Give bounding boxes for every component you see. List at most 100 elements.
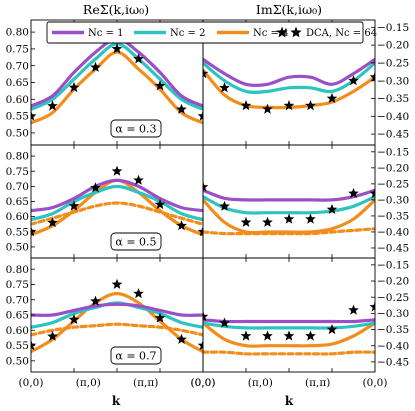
line-nc4-p3-im (203, 321, 375, 348)
y-tick-label-re: 0.80 (6, 151, 29, 163)
line-nc2-p1-im (203, 61, 375, 94)
dca-star-p1-im-1 (219, 82, 230, 93)
dca-star-p3-re-4 (111, 278, 123, 289)
line-nc4-dashed-p2-re (31, 201, 203, 226)
x-tick-label: (π,π) (305, 377, 330, 389)
dca-star-p2-im-5 (305, 213, 316, 224)
dca-star-p2-im-8 (369, 187, 375, 198)
line-nc1-p1-im (203, 57, 375, 88)
panel-2-im: −0.15 −0.20 −0.25 −0.30 −0.35 −0.40 −0.45 (202, 144, 409, 259)
y-tick-label-re: 0.65 (6, 77, 29, 89)
dca-star-p3-im-0 (203, 311, 209, 322)
alpha-box (110, 232, 162, 251)
x-tick-label: (0,0) (191, 377, 216, 389)
dca-star-p3-im-2 (240, 330, 252, 341)
dca-star-p3-re-0 (31, 340, 37, 351)
dca-star-p3-im-3 (262, 330, 273, 341)
y-tick-label-im: −0.25 (377, 178, 409, 190)
y-tick-label-re: 0.80 (6, 27, 29, 39)
dca-star-p1-im-8 (369, 71, 375, 82)
dca-star-p3-re-7 (176, 333, 187, 344)
xlabel-right: k (285, 394, 294, 408)
y-tick-label-im: −0.15 (377, 146, 409, 158)
dca-star-p2-im-4 (283, 213, 295, 224)
line-nc1-p2-im (203, 188, 375, 202)
y-tick-label-re: 0.70 (6, 181, 29, 193)
dca-star-p2-im-1 (219, 200, 230, 211)
y-tick-label-im: −0.35 (377, 93, 409, 105)
dca-star-p1-re-2 (68, 81, 80, 93)
y-tick-label-re: 0.50 (6, 355, 29, 367)
y-tick-label-im: −0.25 (377, 292, 409, 304)
dca-star-p1-im-4 (283, 100, 295, 111)
dca-star-p3-im-8 (369, 301, 375, 312)
line-nc4-dashed-p3-re (31, 322, 203, 337)
y-tick-label-im: −0.40 (377, 227, 409, 239)
x-tick-label: (0,0) (191, 377, 216, 389)
y-tick-label-im: −0.45 (377, 243, 409, 255)
legend-box (46, 21, 364, 44)
y-tick-label-im: −0.20 (377, 162, 409, 174)
y-tick-label-re: 0.75 (6, 279, 29, 291)
line-nc1-p2-re (31, 178, 203, 213)
alpha-box (110, 346, 162, 365)
dca-star-p3-re-5 (133, 288, 144, 299)
panel-3-im: −0.15 −0.20 −0.25 −0.30 −0.35 −0.40 −0.45 (202, 257, 409, 373)
alpha-box (110, 119, 162, 138)
dca-star-p2-im-6 (326, 203, 338, 214)
y-tick-label-im: −0.15 (377, 22, 409, 34)
x-tick-label: (π,π) (133, 377, 158, 389)
y-tick-label-re: 0.55 (6, 226, 29, 238)
dca-star-p2-re-3 (90, 182, 101, 193)
dca-star-p3-im-4 (283, 330, 295, 341)
dca-star-p3-re-6 (154, 312, 166, 323)
y-tick-label-re: 0.55 (6, 111, 29, 123)
y-tick-label-re: 0.55 (6, 340, 29, 352)
y-tick-label-re: 0.75 (6, 43, 29, 55)
legend-star-2 (290, 26, 302, 38)
y-tick-label-im: −0.20 (377, 40, 409, 52)
dca-star-p1-im-2 (240, 100, 252, 111)
dca-star-p1-im-7 (348, 75, 359, 86)
y-tick-label-re: 0.80 (6, 264, 29, 276)
dca-star-p1-re-8 (197, 110, 203, 121)
legend-label-2: Nc = 2 (170, 28, 205, 39)
y-tick-label-im: −0.35 (377, 324, 409, 336)
y-tick-label-im: −0.25 (377, 58, 409, 70)
y-tick-label-re: 0.50 (6, 242, 29, 254)
dca-star-p3-re-3 (90, 295, 101, 306)
dca-star-p3-im-5 (305, 330, 316, 341)
panels: 0.80 0.75 0.70 0.65 0.60 0.55 0.50 α = 0.3 −0.15… (6, 19, 409, 373)
dca-star-p1-re-7 (176, 103, 187, 114)
y-tick-label-re: 0.60 (6, 211, 29, 223)
dca-star-p1-re-0 (31, 110, 37, 121)
y-tick-label-im: −0.45 (377, 129, 409, 141)
alpha-label: α = 0.3 (115, 123, 156, 136)
line-nc4-p1-re (31, 50, 203, 125)
y-tick-label-re: 0.60 (6, 94, 29, 106)
dca-star-p2-im-3 (262, 216, 273, 227)
dca-star-p1-im-3 (262, 103, 273, 114)
dca-star-p2-im-2 (240, 216, 252, 227)
y-tick-label-im: −0.40 (377, 111, 409, 123)
line-nc4-dashed-p3-im (203, 350, 375, 356)
x-tick-label: (0,0) (363, 377, 388, 389)
dca-star-p3-im-7 (348, 304, 359, 315)
dca-star-p1-re-1 (47, 100, 58, 111)
y-tick-label-re: 0.70 (6, 294, 29, 306)
panel-1-im: −0.15 −0.20 −0.25 −0.30 −0.35 −0.40 −0.45 (202, 19, 409, 146)
dca-star-p2-re-8 (197, 226, 203, 237)
legend-label-4: DCA, Nc = 64 (306, 28, 377, 39)
x-tick-label: (π,0) (76, 377, 101, 389)
line-nc1-p3-re (31, 302, 203, 317)
y-tick-label-im: −0.30 (377, 308, 409, 320)
alpha-label: α = 0.7 (115, 350, 156, 363)
dca-star-p3-re-1 (47, 330, 58, 341)
dca-star-p1-im-6 (326, 92, 338, 103)
dca-star-p3-re-8 (197, 340, 203, 351)
legend-star-1 (276, 26, 288, 38)
legend: Nc = 1 Nc = 2 Nc = 4 DCA, Nc = 64 (46, 21, 377, 44)
title-right: ImΣ(k,iω₀) (256, 2, 322, 17)
y-tick-label-im: −0.20 (377, 276, 409, 288)
panel-1-re: 0.80 0.75 0.70 0.65 0.60 0.55 0.50 α = 0.3 (6, 19, 204, 146)
